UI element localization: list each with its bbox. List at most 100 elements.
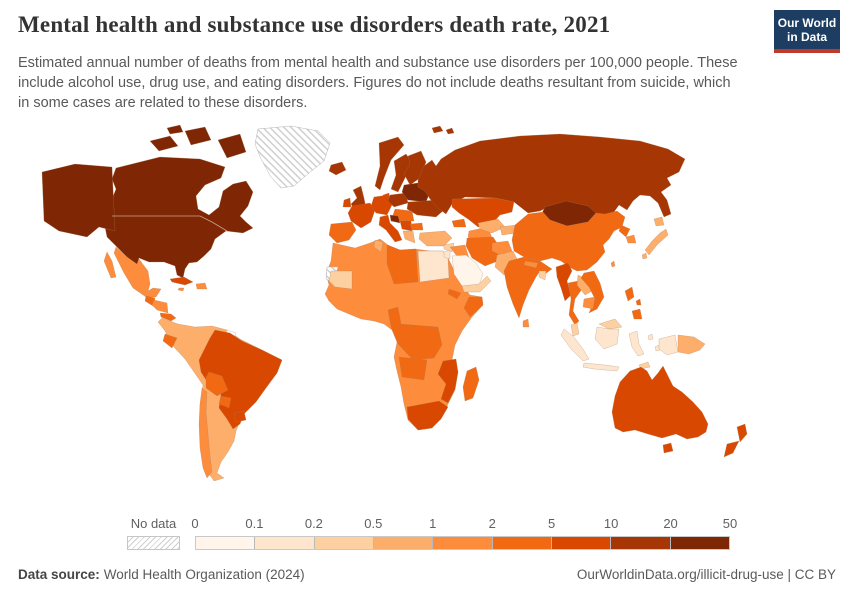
region-costa-rica-panama[interactable] xyxy=(159,312,177,322)
region-hispaniola[interactable] xyxy=(195,282,208,290)
country-canada-usa[interactable] xyxy=(104,156,254,279)
country-japan[interactable] xyxy=(641,252,648,260)
country-syria[interactable] xyxy=(443,242,455,253)
region-moluccas[interactable] xyxy=(647,333,654,341)
country-uruguay[interactable] xyxy=(233,410,247,423)
legend-segment[interactable] xyxy=(433,537,493,549)
country-philippines[interactable] xyxy=(635,298,642,306)
country-paraguay[interactable] xyxy=(218,395,232,409)
country-iceland[interactable] xyxy=(328,161,347,176)
country-sri-lanka[interactable] xyxy=(522,318,530,328)
country-sweden[interactable] xyxy=(390,153,413,193)
country-egypt[interactable] xyxy=(417,250,450,283)
country-chile[interactable] xyxy=(198,387,213,479)
country-south-africa[interactable] xyxy=(406,400,449,431)
country-papua-new-guinea[interactable] xyxy=(677,334,706,355)
country-angola[interactable] xyxy=(398,356,428,381)
region-arctic-islands[interactable] xyxy=(166,124,184,135)
country-cuba[interactable] xyxy=(169,276,194,286)
country-italy[interactable] xyxy=(378,214,403,243)
country-ireland[interactable] xyxy=(342,197,352,208)
region-balkans[interactable] xyxy=(399,220,413,232)
country-malaysia[interactable] xyxy=(570,322,580,337)
country-france[interactable] xyxy=(347,202,376,229)
country-bulgaria[interactable] xyxy=(409,222,424,231)
country-madagascar[interactable] xyxy=(462,366,480,402)
country-taiwan[interactable] xyxy=(610,260,616,268)
owid-logo-line2: in Data xyxy=(786,30,827,44)
legend-segment[interactable] xyxy=(670,537,729,549)
legend-segment[interactable] xyxy=(196,537,256,549)
subtitle-line: Estimated annual number of deaths from m… xyxy=(18,55,738,71)
country-philippines[interactable] xyxy=(631,308,643,320)
country-libya[interactable] xyxy=(386,244,419,285)
region-kalimantan[interactable] xyxy=(594,326,620,350)
region-honduras-nicaragua[interactable] xyxy=(151,299,169,314)
country-uzbekistan[interactable] xyxy=(477,218,506,234)
region-indonesian-papua[interactable] xyxy=(658,334,679,356)
country-bangladesh[interactable] xyxy=(538,270,547,281)
country-bolivia[interactable] xyxy=(205,371,229,397)
country-mauritania[interactable] xyxy=(328,270,353,290)
country-russia[interactable] xyxy=(417,133,686,228)
region-svalbard[interactable] xyxy=(431,125,444,134)
country-north-korea[interactable] xyxy=(618,224,631,238)
country-eritrea[interactable] xyxy=(447,288,462,300)
region-baja-california[interactable] xyxy=(103,251,117,279)
country-south-korea[interactable] xyxy=(625,234,637,244)
country-norway[interactable] xyxy=(374,136,405,191)
country-alaska[interactable] xyxy=(41,163,116,238)
footer: Data source: World Health Organization (2… xyxy=(18,567,836,582)
country-myanmar[interactable] xyxy=(555,262,573,302)
legend-segment[interactable] xyxy=(314,537,374,549)
region-arctic-islands[interactable] xyxy=(184,126,212,146)
country-japan[interactable] xyxy=(644,228,669,256)
owid-logo[interactable]: Our World in Data xyxy=(774,10,840,53)
legend-tick-label: 20 xyxy=(663,516,678,531)
region-arctic-islands[interactable] xyxy=(217,133,247,159)
region-java[interactable] xyxy=(582,362,620,372)
region-tasmania[interactable] xyxy=(662,442,674,454)
region-yemen-oman[interactable] xyxy=(461,275,492,293)
region-jordan-israel[interactable] xyxy=(443,249,451,260)
legend-segment[interactable] xyxy=(373,537,434,549)
country-vietnam[interactable] xyxy=(580,270,605,314)
region-caucasus[interactable] xyxy=(451,218,467,228)
legend-segment[interactable] xyxy=(611,537,671,549)
data-source: Data source: World Health Organization (2… xyxy=(18,567,305,582)
legend-segment[interactable] xyxy=(551,537,612,549)
region-central-africa[interactable] xyxy=(387,306,443,361)
country-mexico[interactable] xyxy=(113,246,162,298)
country-india[interactable] xyxy=(503,256,553,319)
country-tunisia[interactable] xyxy=(373,239,384,253)
region-sulawesi[interactable] xyxy=(628,330,645,357)
country-japan[interactable] xyxy=(653,216,665,227)
region-arctic-islands[interactable] xyxy=(149,135,179,152)
region-slovenia-croatia[interactable] xyxy=(389,214,401,224)
legend-segment[interactable] xyxy=(492,537,552,549)
country-greenland[interactable] xyxy=(254,125,331,189)
legend-segment[interactable] xyxy=(255,537,315,549)
credit-link[interactable]: OurWorldinData.org/illicit-drug-use | CC… xyxy=(576,567,836,582)
legend-tick-label: 10 xyxy=(603,516,619,531)
country-philippines[interactable] xyxy=(624,286,635,302)
no-data-swatch[interactable] xyxy=(127,536,180,550)
country-greece[interactable] xyxy=(402,230,416,244)
country-somalia[interactable] xyxy=(463,296,484,318)
country-new-zealand[interactable] xyxy=(723,440,740,458)
region-sumatra[interactable] xyxy=(560,328,590,362)
country-mozambique[interactable] xyxy=(437,358,459,404)
country-turkey[interactable] xyxy=(418,230,453,247)
country-cambodia[interactable] xyxy=(582,296,596,310)
region-iberia[interactable] xyxy=(328,221,357,244)
country-jamaica[interactable] xyxy=(177,287,185,292)
subtitle-line: in some cases are related to these disor… xyxy=(18,95,308,111)
legend-tick-label: 5 xyxy=(548,516,556,531)
country-ecuador[interactable] xyxy=(162,333,178,349)
region-svalbard[interactable] xyxy=(445,127,455,135)
country-new-zealand[interactable] xyxy=(736,423,748,443)
country-nepal[interactable] xyxy=(523,260,539,269)
country-australia[interactable] xyxy=(611,365,709,440)
country-saudi-arabia[interactable] xyxy=(451,254,484,287)
region-malaysia-borneo[interactable] xyxy=(598,318,623,330)
